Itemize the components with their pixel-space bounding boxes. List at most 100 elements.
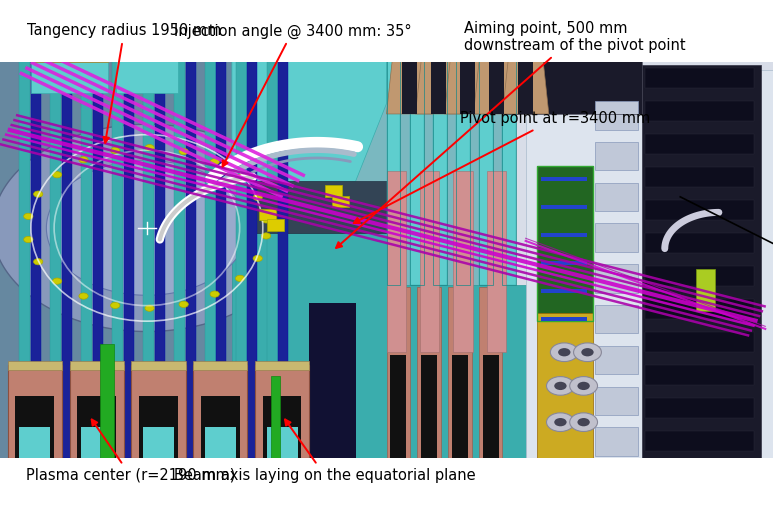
Bar: [433, 26, 447, 285]
Bar: [8, 365, 62, 458]
Circle shape: [111, 148, 120, 154]
Bar: [595, 386, 638, 415]
Bar: [81, 36, 92, 425]
Polygon shape: [232, 0, 386, 181]
Circle shape: [253, 255, 262, 262]
Bar: [645, 365, 754, 385]
Bar: [595, 346, 638, 374]
Circle shape: [261, 217, 271, 223]
Bar: [267, 219, 284, 231]
Bar: [595, 142, 638, 170]
Bar: [541, 177, 587, 181]
Bar: [502, 0, 642, 114]
Bar: [216, 3, 226, 458]
Polygon shape: [416, 41, 462, 114]
Bar: [77, 396, 116, 458]
Bar: [143, 36, 154, 425]
Bar: [448, 287, 472, 458]
Bar: [645, 167, 754, 187]
Bar: [645, 134, 754, 154]
Bar: [479, 287, 502, 458]
Bar: [93, 3, 103, 458]
Circle shape: [554, 382, 567, 390]
Bar: [454, 171, 473, 352]
Bar: [193, 361, 247, 370]
Text: Injection angle @ 3400 mm: 35°: Injection angle @ 3400 mm: 35°: [174, 23, 411, 167]
Bar: [537, 166, 593, 321]
Bar: [452, 355, 468, 458]
Bar: [645, 332, 754, 352]
Bar: [420, 171, 439, 352]
Bar: [386, 287, 410, 458]
Polygon shape: [502, 41, 549, 114]
Bar: [595, 101, 638, 130]
Bar: [267, 36, 278, 425]
Bar: [541, 205, 587, 209]
Bar: [0, 458, 773, 518]
Polygon shape: [473, 41, 520, 114]
Bar: [174, 36, 185, 425]
Bar: [236, 36, 247, 425]
Circle shape: [547, 377, 574, 395]
Circle shape: [33, 258, 43, 265]
Bar: [595, 427, 638, 456]
Circle shape: [179, 301, 189, 308]
Bar: [479, 26, 493, 285]
Bar: [645, 299, 754, 319]
Bar: [139, 396, 178, 458]
Bar: [31, 31, 108, 62]
Circle shape: [550, 343, 578, 362]
Bar: [483, 355, 499, 458]
Polygon shape: [247, 181, 386, 233]
Bar: [502, 0, 642, 114]
Bar: [19, 427, 50, 458]
Bar: [456, 26, 470, 285]
Text: Pivot point at r=3400 mm: Pivot point at r=3400 mm: [354, 111, 650, 223]
Bar: [271, 376, 280, 458]
Bar: [386, 26, 400, 285]
Bar: [595, 223, 638, 252]
Bar: [541, 289, 587, 293]
Bar: [247, 3, 257, 458]
Polygon shape: [460, 62, 475, 114]
Bar: [645, 233, 754, 253]
Circle shape: [554, 418, 567, 426]
Bar: [62, 3, 72, 458]
Bar: [70, 365, 124, 458]
Bar: [421, 355, 437, 458]
Bar: [131, 365, 186, 458]
Bar: [50, 36, 61, 425]
Bar: [131, 361, 186, 370]
Circle shape: [210, 159, 220, 165]
Bar: [31, 41, 108, 93]
Bar: [70, 361, 124, 370]
Bar: [278, 3, 288, 458]
Bar: [143, 427, 174, 458]
Bar: [100, 344, 114, 458]
Polygon shape: [444, 41, 491, 114]
Circle shape: [577, 418, 590, 426]
Text: Tangency radius 1950 mm: Tangency radius 1950 mm: [27, 23, 221, 143]
Text: Aiming point, 500 mm
downstream of the pivot point: Aiming point, 500 mm downstream of the p…: [336, 21, 686, 248]
Circle shape: [79, 293, 88, 299]
Bar: [390, 355, 406, 458]
Circle shape: [145, 305, 154, 311]
Bar: [537, 166, 593, 321]
Bar: [433, 26, 447, 285]
Circle shape: [236, 175, 245, 181]
Bar: [410, 26, 424, 285]
Bar: [255, 365, 309, 458]
Bar: [205, 36, 216, 425]
Bar: [386, 171, 406, 352]
Circle shape: [111, 302, 120, 308]
Bar: [15, 396, 54, 458]
Bar: [595, 305, 638, 334]
Bar: [155, 3, 165, 458]
Bar: [255, 361, 309, 370]
Bar: [112, 36, 123, 425]
Circle shape: [210, 291, 220, 297]
Circle shape: [24, 236, 33, 242]
Polygon shape: [489, 62, 505, 114]
Bar: [332, 196, 349, 207]
Bar: [0, 0, 773, 458]
